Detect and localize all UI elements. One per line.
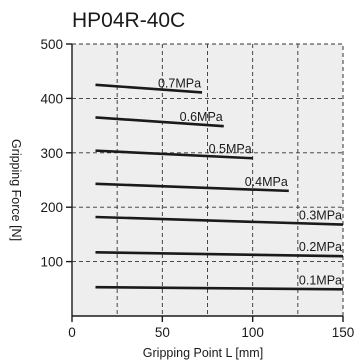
series-label: 0.2MPa — [299, 240, 342, 254]
ticks: 100 200 300 400 500 0 50 100 150 — [40, 37, 354, 340]
chart-title: HP04R-40C — [72, 9, 185, 32]
series-line — [95, 149, 253, 160]
y-axis-label: Gripping Force [N] — [9, 139, 23, 241]
series-label: 0.6MPa — [180, 110, 223, 124]
series-lines — [95, 83, 344, 291]
x-tick-label: 0 — [68, 325, 76, 340]
series-line — [95, 285, 344, 291]
series-label: 0.4MPa — [245, 175, 288, 189]
y-tick-label: 500 — [40, 37, 63, 52]
series-label: 0.3MPa — [299, 209, 342, 223]
x-axis-label: Gripping Point L [mm] — [143, 346, 263, 360]
x-tick-label: 50 — [155, 325, 170, 340]
series-label: 0.7MPa — [158, 76, 201, 90]
y-tick-label: 300 — [40, 146, 63, 161]
series-label: 0.1MPa — [299, 273, 342, 287]
x-tick-label: 100 — [241, 325, 264, 340]
y-tick-label: 400 — [40, 91, 63, 106]
series-line — [95, 215, 344, 226]
series-line — [95, 182, 289, 193]
series-label: 0.5MPa — [209, 142, 252, 156]
x-tick-label: 150 — [332, 325, 355, 340]
grid — [71, 44, 343, 317]
y-tick-label: 200 — [40, 200, 63, 215]
series-line — [95, 116, 224, 128]
series-line — [95, 251, 344, 258]
y-tick-label: 100 — [40, 255, 63, 270]
series-line — [95, 83, 203, 94]
series-labels: 0.7MPa 0.6MPa 0.5MPa 0.4MPa 0.3MPa 0.2MPa 0.1M… — [158, 76, 342, 287]
